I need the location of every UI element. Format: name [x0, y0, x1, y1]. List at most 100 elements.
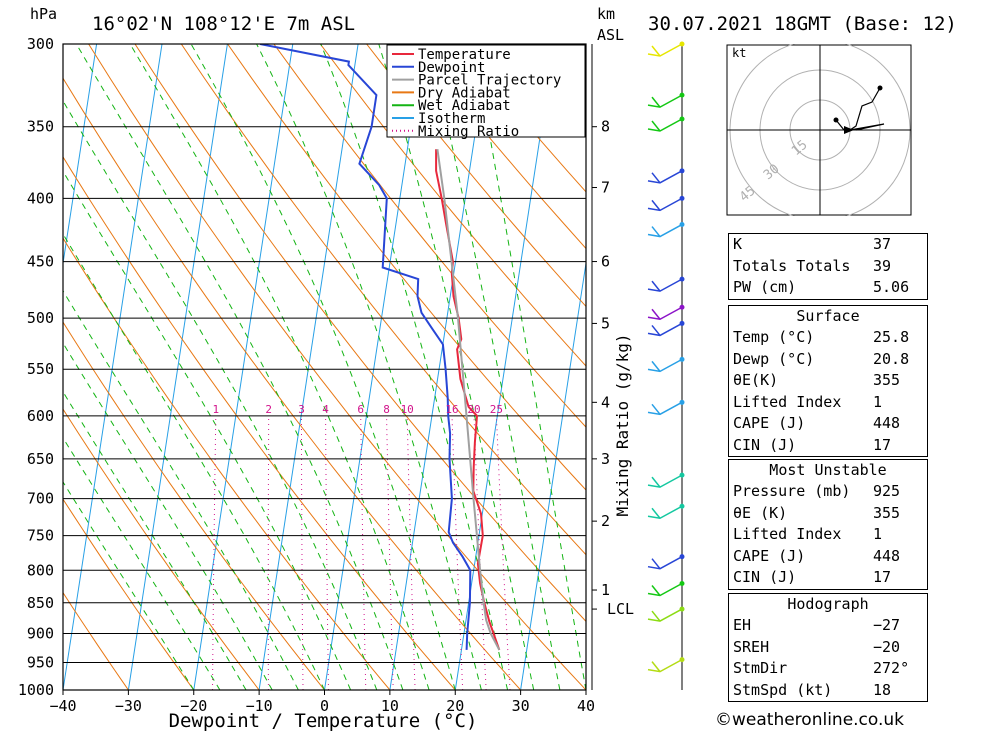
wind-barb-flag [651, 360, 661, 372]
wind-barb-flag [651, 610, 661, 622]
temperature-tick-label: −10 [246, 697, 273, 715]
pressure-tick-label: 350 [27, 118, 54, 136]
wind-barb [647, 401, 683, 416]
wind-barb-flag [651, 507, 661, 519]
pressure-tick-label: 1000 [18, 681, 54, 699]
pressure-tick-label: 600 [27, 407, 54, 425]
pressure-tick-label: 850 [27, 594, 54, 612]
isotherm-line [454, 44, 555, 690]
pressure-tick-label: 500 [27, 309, 54, 327]
wind-barb [647, 170, 683, 184]
height-tick-label: 1 [601, 581, 610, 599]
wet-adiabat-line [190, 44, 456, 690]
dry-adiabat-line [63, 498, 195, 690]
storm-motion-arrow-icon [844, 126, 854, 134]
dry-adiabat-line [63, 591, 129, 690]
mixing-ratio-line [325, 415, 329, 690]
wind-barb-flag [651, 585, 661, 596]
temperature-tick-label: 10 [381, 697, 399, 715]
mixing-ratio-label: 10 [401, 403, 414, 416]
wind-barb-flag [651, 199, 661, 211]
wind-barb-flag [651, 476, 661, 488]
wind-barb-flag [651, 172, 661, 184]
wind-barb [647, 197, 683, 212]
index-row: K 37 [733, 235, 892, 253]
wind-barb [647, 658, 683, 673]
mixing-ratio-labels: 1 2 3 4 6 8 10 16 20 25 [212, 403, 503, 416]
most-unstable-title: Most Unstable [769, 461, 887, 479]
mixing-ratio-axis-label: Mixing Ratio (g/kg) [613, 333, 632, 516]
legend-label: Dry Adiabat [418, 85, 511, 101]
mixing-ratio-label: 16 [445, 403, 458, 416]
dry-adiabat-line [63, 155, 456, 690]
mixing-ratio-label: 6 [357, 403, 364, 416]
wind-barb-flag [651, 280, 661, 292]
hodograph-end-dot [877, 85, 883, 91]
dry-adiabat-line [319, 44, 586, 367]
wind-barb-dot [679, 276, 685, 282]
surface-table: Surface Temp (°C) 25.8 Dewp (°C) 20.8 θE(K… [728, 305, 928, 457]
dry-adiabat-line [273, 44, 586, 428]
wind-barbs [647, 41, 685, 690]
temperature-tick-label: 0 [320, 697, 329, 715]
dry-adiabat-line [180, 44, 586, 556]
wind-barb-dot [679, 503, 685, 509]
most-unstable-row: Lifted Index 1 [733, 525, 883, 543]
wet-adiabat-line [320, 44, 509, 690]
profile-lines [259, 44, 501, 651]
temperature-tick-label: −30 [115, 697, 142, 715]
wet-adiabat-line [75, 44, 404, 690]
wet-adiabat-line [63, 436, 221, 690]
hodograph: kt 15 30 45 [726, 44, 912, 216]
isotherm-line [389, 44, 490, 690]
wind-barb-dot [679, 195, 685, 201]
wind-barb-dot [679, 168, 685, 174]
pressure-unit-label: hPa [30, 5, 57, 23]
wind-barb [647, 358, 683, 373]
wind-barb [647, 118, 683, 132]
parcel-trajectory-line [436, 149, 501, 651]
legend-label: Mixing Ratio [418, 124, 519, 140]
axes: 3003504004505005506006507007508008509009… [18, 35, 595, 715]
most-unstable-row: Pressure (mb) 925 [733, 482, 901, 500]
wind-barb [647, 474, 683, 488]
hodograph-row: StmDir 272° [733, 659, 910, 677]
wind-barb-dot [679, 356, 685, 362]
wind-barb-flag [651, 308, 661, 320]
wind-barb-flag [651, 403, 661, 415]
wind-barb-flag [651, 45, 661, 57]
height-tick-label: 6 [601, 253, 610, 271]
wind-barb-dot [679, 116, 685, 122]
pressure-tick-label: 900 [27, 625, 54, 643]
hodograph-row: StmSpd (kt) 18 [733, 680, 892, 699]
legend-label: Temperature [418, 47, 511, 63]
grid-lines [63, 44, 586, 690]
height-tick-label: 7 [601, 179, 610, 197]
wet-adiabat-line [63, 390, 247, 690]
wind-barb-flag [651, 324, 661, 336]
wet-adiabat-line [129, 44, 430, 690]
height-tick-label: 3 [601, 450, 610, 468]
surface-row: θE(K) 355 [733, 371, 901, 389]
wind-barb-flag [651, 226, 661, 238]
legend-label: Dewpoint [418, 60, 485, 76]
wind-barb [647, 94, 683, 108]
dry-adiabat-line [88, 44, 586, 690]
wind-barb [647, 556, 683, 570]
dry-adiabat-line [412, 44, 586, 250]
index-row: PW (cm) 5.06 [733, 278, 910, 296]
wind-barb [647, 322, 683, 337]
hodograph-start-dot [833, 117, 839, 123]
surface-row: Lifted Index 1 [733, 392, 883, 411]
most-unstable-row: CAPE (J) 448 [733, 546, 901, 565]
height-tick-label: 2 [601, 512, 610, 530]
isotherm-line [520, 259, 586, 690]
pressure-tick-label: 700 [27, 490, 54, 508]
isotherm-line [193, 44, 294, 690]
asl-unit-label: ASL [597, 26, 624, 44]
wind-barb [647, 582, 683, 597]
surface-row: CIN (J) 17 [733, 435, 892, 454]
most-unstable-row: θE (K) 355 [733, 503, 901, 522]
dry-adiabat-line [63, 77, 521, 690]
